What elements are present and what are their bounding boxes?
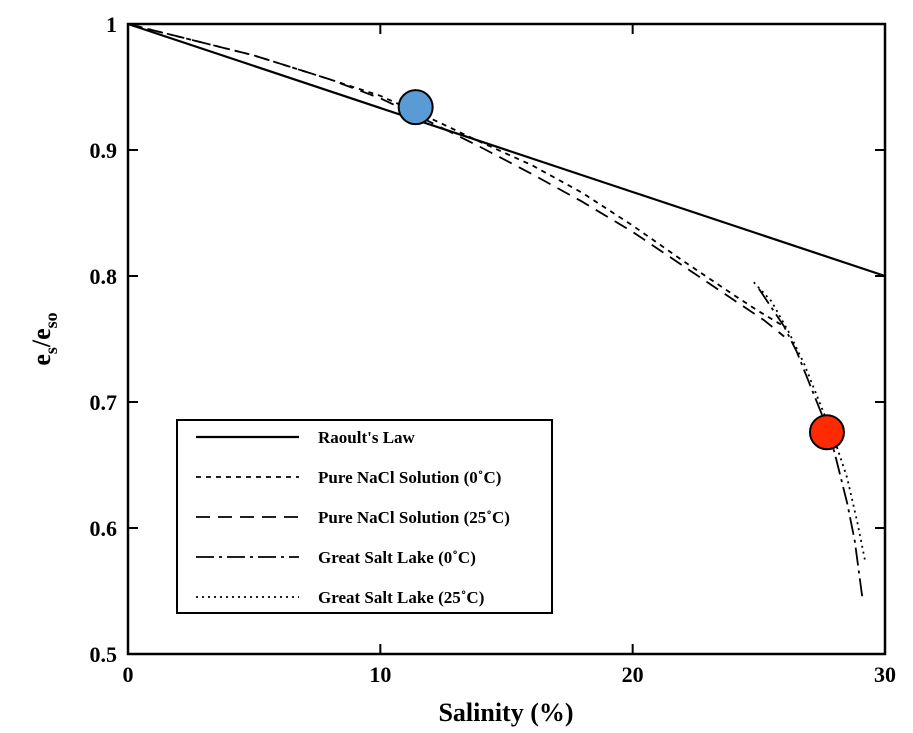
legend-label: Pure NaCl Solution (0˚C) (318, 468, 501, 487)
legend-items: Raoult's Law Pure NaCl Solution (0˚C) Pure… (196, 428, 510, 607)
y-tick-label: 1 (106, 12, 117, 37)
axis-ticks: 0 10 20 30 0.5 0.6 0.7 0.8 0.9 1 (90, 12, 897, 687)
x-tick-label: 10 (369, 662, 391, 687)
legend-label: Raoult's Law (318, 428, 416, 447)
y-tick-label: 0.8 (90, 264, 118, 289)
series-layer (127, 22, 886, 598)
highlight-marker-1 (397, 89, 434, 126)
legend-label: Pure NaCl Solution (25˚C) (318, 508, 510, 527)
x-tick-label: 0 (123, 662, 134, 687)
y-tick-label: 0.9 (90, 138, 118, 163)
series-line-4 (758, 288, 864, 598)
series-line-5 (753, 281, 866, 560)
legend-label: Great Salt Lake (25˚C) (318, 588, 484, 607)
legend-label: Great Salt Lake (0˚C) (318, 548, 476, 567)
y-tick-label: 0.5 (90, 642, 118, 667)
legend-box (176, 419, 553, 614)
marker-layer (397, 89, 845, 451)
x-axis-title: Salinity (%) (438, 698, 573, 727)
series-line-2 (127, 23, 785, 328)
y-axis-title: es/eso (27, 312, 61, 365)
x-tick-label: 30 (874, 662, 896, 687)
y-tick-label: 0.6 (90, 516, 118, 541)
highlight-marker-2 (808, 414, 845, 451)
series-line-3 (127, 23, 785, 338)
series-line-1 (127, 22, 886, 278)
plot-frame (126, 22, 887, 656)
x-tick-label: 20 (622, 662, 644, 687)
y-tick-label: 0.7 (90, 390, 118, 415)
legend: Raoult's Law Pure NaCl Solution (0˚C) Pure… (176, 419, 553, 614)
